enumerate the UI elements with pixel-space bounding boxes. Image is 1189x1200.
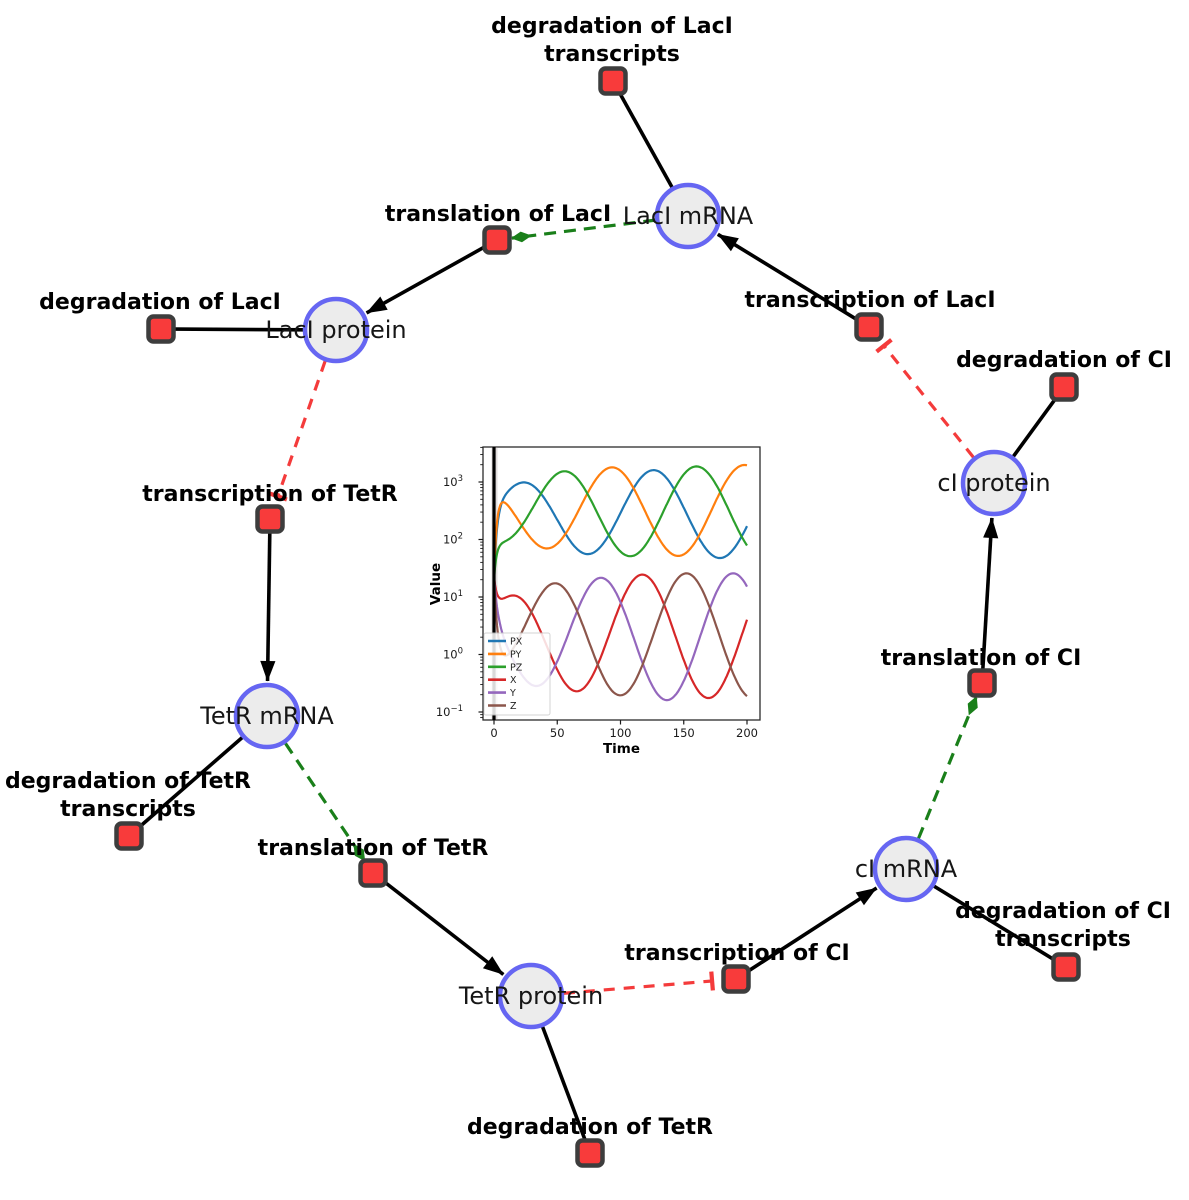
chart-series-PY: [492, 463, 748, 580]
species-node-tetr_protein: [497, 962, 565, 1030]
inset-timecourse-chart: 0 50 100 150 20010−1100101102103TimeValuePXP…: [428, 446, 761, 757]
edge-production-txn_tetr-tetr_mrna: [260, 531, 276, 682]
legend-label-PZ: PZ: [510, 662, 523, 673]
reaction-label-txn_laci-line0: transcription of LacI: [744, 288, 995, 313]
edge-consumption-laci_protein-deg_laci: [173, 327, 304, 332]
y-tick-label-10e3: 103: [443, 474, 463, 489]
species-node-tetr_mrna: [233, 682, 301, 750]
reaction-node-deg_laci_tx: [598, 66, 628, 96]
x-tick-label-50: 50: [550, 726, 565, 740]
edge-production-txn_laci-laci_mrna: [716, 232, 859, 322]
reaction-node-txn_ci: [721, 964, 751, 994]
species-label-laci_mrna: LacI mRNA: [623, 202, 754, 230]
x-tick-label-100: 100: [610, 726, 632, 740]
reaction-node-transl_tetr: [358, 858, 388, 888]
x-tick-label-150: 150: [673, 726, 695, 740]
x-tick-label-0: 0: [490, 726, 497, 740]
legend-label-PY: PY: [510, 649, 522, 660]
species-node-ci_protein: [960, 449, 1028, 517]
legend-label-PX: PX: [510, 637, 523, 648]
edge-consumption-ci_mrna-deg_ci_tx: [933, 884, 1056, 962]
edge-production-transl_laci-laci_protein: [365, 244, 487, 315]
reaction-node-deg_laci: [146, 314, 176, 344]
legend-label-X: X: [510, 675, 517, 686]
reaction-label-deg_laci-line0: degradation of LacI: [39, 290, 281, 315]
edge-modifier-tetr_mrna-transl_tetr: [284, 742, 366, 862]
species-label-tetr_protein: TetR protein: [458, 982, 603, 1010]
reaction-label-deg_ci-line0: degradation of CI: [956, 348, 1172, 373]
edge-modifier-ci_mrna-transl_ci: [917, 695, 978, 840]
edge-modifier-laci_mrna-transl_laci: [510, 218, 656, 243]
reaction-label-deg_tetr_tx-line0: degradation of TetR: [5, 769, 251, 794]
legend-label-Y: Y: [509, 688, 516, 699]
nodes-layer: [114, 66, 1081, 1168]
edge-consumption-tetr_protein-deg_tetr: [540, 1026, 588, 1142]
reaction-node-txn_laci: [854, 312, 884, 342]
reaction-label-deg_ci_tx-line0: degradation of CI: [955, 899, 1171, 924]
reaction-label-deg_ci_tx-line1: transcripts: [995, 927, 1131, 952]
edge-production-transl_tetr-tetr_protein: [382, 879, 505, 976]
species-label-tetr_mrna: TetR mRNA: [199, 702, 334, 730]
edge-inhibition-ci_protein-txn_laci: [875, 338, 975, 459]
reaction-label-txn_ci-line0: transcription of CI: [624, 941, 849, 966]
species-node-laci_protein: [302, 296, 370, 364]
reaction-node-transl_ci: [967, 668, 997, 698]
reaction-label-txn_tetr-line0: transcription of TetR: [142, 482, 398, 507]
y-tick-label-10e-1: 10−1: [436, 704, 463, 719]
chart-series-PZ: [492, 465, 748, 580]
reaction-label-deg_laci_tx-line1: transcripts: [544, 42, 680, 67]
species-label-ci_protein: cI protein: [937, 469, 1050, 497]
reaction-node-deg_ci: [1049, 372, 1079, 402]
labels-layer: LacI mRNA LacI protein TetR mRNA TetR prote…: [5, 14, 1172, 1140]
reaction-node-deg_tetr_tx: [114, 821, 144, 851]
edge-production-transl_ci-ci_protein: [980, 517, 999, 671]
edge-consumption-laci_mrna-deg_laci_tx: [617, 91, 674, 189]
reaction-node-txn_tetr: [255, 504, 285, 534]
reaction-label-transl_tetr-line0: translation of TetR: [258, 836, 489, 861]
reaction-label-deg_laci_tx-line0: degradation of LacI: [491, 14, 733, 39]
reaction-node-deg_tetr: [575, 1138, 605, 1168]
edges-layer: [137, 91, 1058, 1142]
reaction-label-transl_laci-line0: translation of LacI: [385, 202, 611, 227]
chart-series-Z: [492, 572, 748, 697]
y-tick-label-10e2: 102: [443, 532, 463, 547]
species-node-ci_mrna: [872, 835, 940, 903]
reaction-node-deg_ci_tx: [1051, 952, 1081, 982]
edge-production-txn_ci-ci_mrna: [745, 886, 878, 974]
species-label-laci_protein: LacI protein: [265, 316, 406, 344]
species-node-laci_mrna: [654, 182, 722, 250]
chart-series-PX: [492, 469, 748, 580]
x-tick-label-200: 200: [736, 726, 758, 740]
reaction-label-deg_tetr_tx-line1: transcripts: [60, 797, 196, 822]
reaction-label-deg_tetr-line0: degradation of TetR: [467, 1115, 713, 1140]
reaction-label-transl_ci-line0: translation of CI: [881, 646, 1082, 671]
chart-xlabel: Time: [603, 741, 640, 757]
edge-consumption-tetr_mrna-deg_tetr_tx: [137, 736, 244, 829]
edge-inhibition-laci_protein-txn_tetr: [268, 360, 327, 502]
edge-consumption-ci_protein-deg_ci: [1011, 396, 1058, 458]
legend-label-Z: Z: [510, 701, 517, 712]
reaction-node-transl_laci: [482, 225, 512, 255]
y-tick-label-10e1: 101: [443, 589, 463, 604]
y-tick-label-10e0: 100: [443, 647, 463, 662]
edge-inhibition-tetr_protein-txn_ci: [563, 971, 715, 995]
chart-ylabel: Value: [428, 563, 444, 605]
species-label-ci_mrna: cI mRNA: [855, 855, 958, 883]
